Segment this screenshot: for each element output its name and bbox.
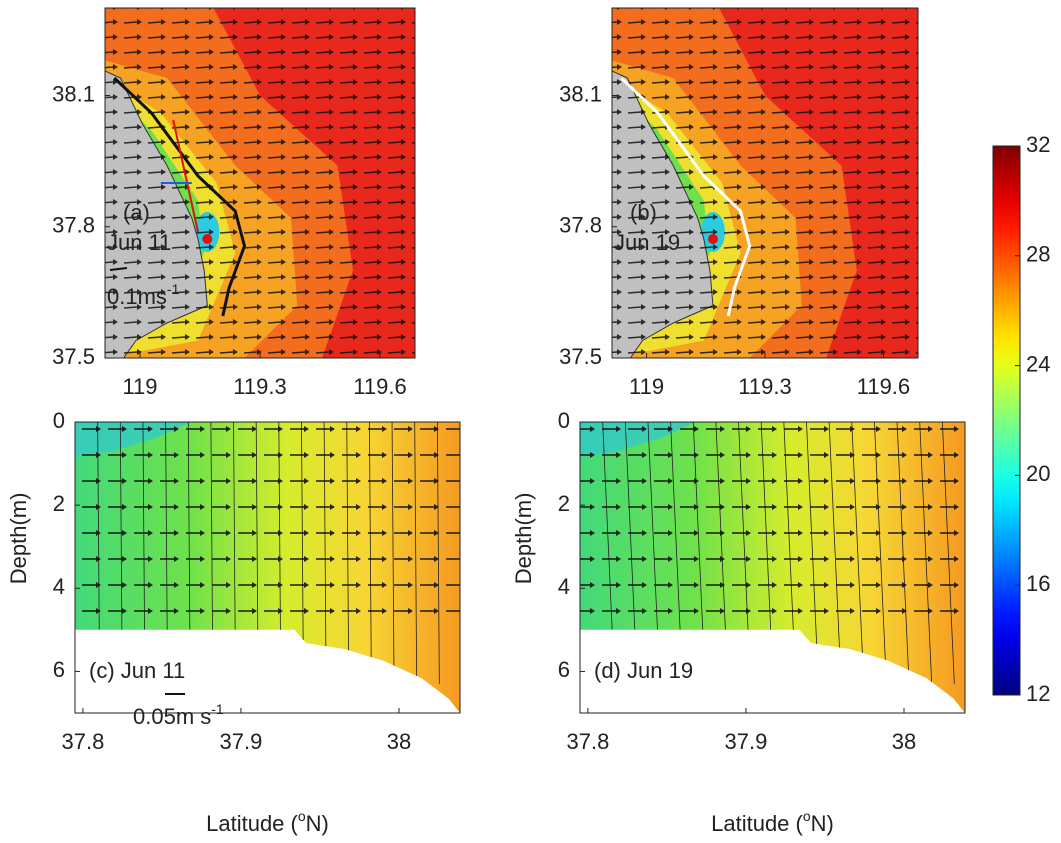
- scale-label-part: -1: [211, 701, 224, 717]
- y-tick-label: 38.1: [559, 81, 602, 106]
- map-field: [612, 8, 918, 358]
- y-axis-label: Depth(m): [511, 493, 536, 585]
- x-axis-label: Latitude (oN): [206, 808, 329, 836]
- map-field: [105, 8, 415, 358]
- colorbar-tick-label: 28: [1026, 242, 1050, 267]
- panel-date: Jun 11: [107, 230, 171, 255]
- x-tick-label: 37.9: [725, 729, 768, 754]
- panel-label: (a): [123, 200, 150, 225]
- seabed: [580, 629, 965, 713]
- y-tick-label: 37.8: [52, 213, 95, 238]
- front-line: [113, 76, 247, 317]
- x-axis-label-part: N): [811, 811, 834, 836]
- x-tick-label: 38: [892, 729, 916, 754]
- station: [202, 234, 213, 244]
- current-arrows: [105, 8, 415, 358]
- y-tick-label: 0: [53, 408, 65, 433]
- x-tick-label: 119.6: [857, 374, 910, 399]
- section-field: [580, 421, 965, 713]
- scale-arrow: [109, 267, 128, 271]
- panel-label: (d) Jun 19: [594, 658, 693, 683]
- y-tick-label: 37.5: [52, 344, 95, 369]
- x-tick-label: 119: [122, 374, 157, 399]
- y-tick-label: 6: [53, 657, 65, 682]
- y-axis-label: Depth(m): [6, 493, 31, 585]
- y-tick-label: 6: [558, 657, 570, 682]
- current-arrows: [75, 422, 460, 632]
- current-arrows: [612, 8, 918, 358]
- colorbar: [992, 145, 1021, 696]
- y-tick-label: 38.1: [52, 81, 95, 106]
- x-tick-label: 119: [629, 374, 664, 399]
- station: [707, 234, 718, 244]
- y-tick-label: 0: [558, 408, 570, 433]
- colorbar-tick-label: 32: [1026, 132, 1050, 157]
- y-tick-label: 4: [53, 574, 65, 599]
- panel-date: Jun 19: [614, 230, 680, 255]
- x-tick-label: 119.6: [353, 374, 406, 399]
- transect: [172, 119, 199, 233]
- x-tick-label: 38: [387, 729, 411, 754]
- panel-label: (b): [630, 200, 657, 225]
- x-axis-label: Latitude (oN): [711, 808, 834, 836]
- x-axis-label-part: N): [306, 811, 329, 836]
- section-field: [75, 421, 460, 713]
- current-arrows: [580, 422, 965, 632]
- x-axis-label-part: o: [298, 808, 306, 824]
- plot-frame: [74, 421, 461, 714]
- plot-frame: [579, 421, 966, 714]
- front-line: [620, 76, 752, 317]
- x-tick-label: 37.9: [220, 729, 263, 754]
- y-tick-label: 2: [558, 491, 570, 516]
- colorbar-tick-label: 24: [1026, 351, 1050, 376]
- x-axis-label-part: o: [803, 808, 811, 824]
- scale-label-part: 0.05m s: [133, 704, 211, 729]
- x-axis-label-part: Latitude (: [206, 811, 298, 836]
- scale-label: 0.1ms-1: [107, 281, 180, 309]
- x-tick-label: 119.3: [738, 374, 791, 399]
- panel-label: (c) Jun 11: [89, 658, 185, 683]
- scale-label: 0.05m s-1: [133, 701, 224, 729]
- x-tick-label: 37.8: [61, 729, 104, 754]
- scale-label-part: -1: [167, 281, 180, 297]
- y-tick-label: 37.5: [559, 344, 602, 369]
- x-axis-label-part: Latitude (: [711, 811, 803, 836]
- colorbar-tick-label: 16: [1026, 571, 1050, 596]
- colorbar-tick-label: 20: [1026, 461, 1050, 486]
- x-tick-label: 37.8: [566, 729, 609, 754]
- x-tick-label: 119.3: [233, 374, 286, 399]
- scale-label-part: 0.1ms: [107, 284, 167, 309]
- seabed: [75, 629, 460, 713]
- y-tick-label: 2: [53, 491, 65, 516]
- y-tick-label: 4: [558, 574, 570, 599]
- colorbar-tick-label: 12: [1026, 681, 1050, 706]
- y-tick-label: 37.8: [559, 213, 602, 238]
